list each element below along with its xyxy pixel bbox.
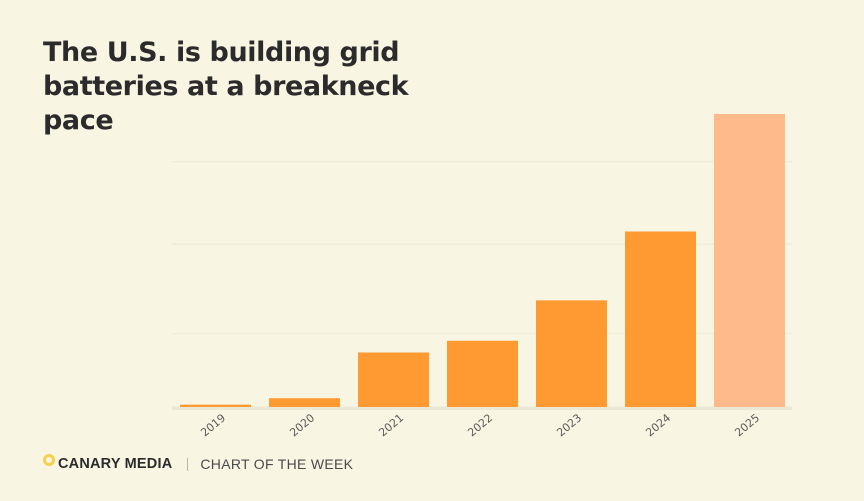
- x-tick-label-2024: 2024: [643, 411, 673, 439]
- bar-2021[interactable]: [358, 352, 429, 407]
- brand-name[interactable]: CANARY MEDIA: [58, 456, 173, 472]
- canary-logo-icon: [43, 454, 55, 466]
- x-tick-label-2023: 2023: [554, 411, 584, 439]
- footer-divider: [187, 457, 189, 471]
- bar-2022[interactable]: [447, 340, 518, 407]
- x-tick-label-2022: 2022: [465, 411, 495, 439]
- x-axis-baseline: [172, 407, 792, 410]
- x-tick-label-2019: 2019: [198, 411, 228, 439]
- x-tick-label-2020: 2020: [287, 411, 317, 439]
- bar-2023[interactable]: [536, 300, 607, 407]
- series-tag: CHART OF THE WEEK: [200, 456, 354, 472]
- x-tick-label-2025: 2025: [732, 411, 762, 439]
- chart-title: The U.S. is building grid batteries at a…: [43, 37, 409, 136]
- bar-2019[interactable]: [180, 404, 251, 407]
- bar-2024[interactable]: [625, 231, 696, 407]
- bar-2020[interactable]: [269, 398, 340, 407]
- x-tick-label-2021: 2021: [376, 411, 406, 439]
- bar-2025[interactable]: [714, 114, 785, 407]
- footer: CANARY MEDIA CHART OF THE WEEK: [43, 452, 353, 476]
